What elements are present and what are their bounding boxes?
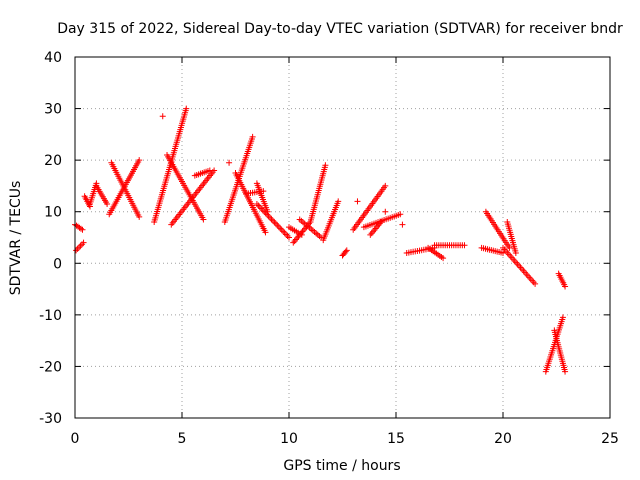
data-point [183,105,190,112]
data-point [275,223,282,230]
data-point [265,213,272,220]
data-point [268,216,275,223]
data-point [440,255,447,262]
data-point [77,225,84,232]
y-tick-label: -20 [39,359,62,375]
x-axis-label: GPS time / hours [283,458,400,474]
grid-lines [75,57,610,418]
data-point [343,247,350,254]
data-point [79,226,86,233]
data-point [269,217,276,224]
data-point [322,162,329,169]
data-point [79,241,86,248]
data-point [283,231,290,238]
data-point [397,211,404,218]
y-tick-label: 40 [44,50,62,66]
x-tick-labels: 0 5 10 15 20 25 [71,431,619,447]
data-point [76,244,83,251]
y-tick-label: 10 [44,205,62,221]
x-tick-label: 15 [387,431,405,447]
x-tick-label: 0 [71,431,80,447]
data-point [562,283,569,290]
data-point [335,198,342,205]
y-tick-label: -30 [39,411,62,427]
y-tick-label: 0 [53,256,62,272]
plot-frame [74,56,611,419]
y-tick-label: -10 [39,308,62,324]
data-point [281,229,288,236]
y-tick-labels: -30 -20 -10 0 10 20 30 40 [39,50,62,427]
y-tick-label: 20 [44,153,62,169]
data-point [226,159,233,166]
data-point [378,219,385,226]
data-point [532,280,539,287]
data-point [354,198,361,205]
data-point [278,226,285,233]
data-point [399,221,406,228]
x-tick-label: 10 [280,431,298,447]
x-tick-label: 20 [494,431,512,447]
data-point [255,202,262,209]
data-point [382,208,389,215]
data-point [292,236,299,243]
data-point [136,213,143,220]
data-point [277,225,284,232]
data-point [249,133,256,140]
data-point [256,204,263,211]
data-point [290,239,297,246]
data-point [253,200,260,207]
data-point [104,200,111,207]
data-point [80,239,87,246]
data-point [294,234,301,241]
data-point [206,167,213,174]
data-point [136,157,143,164]
data-point [291,238,298,245]
x-tick-label: 25 [601,431,619,447]
y-axis-label: SDTVAR / TECUs [8,181,24,296]
data-points [72,105,569,375]
y-tick-label: 30 [44,102,62,118]
x-tick-label: 5 [178,431,187,447]
data-point [274,222,281,229]
data-point [271,219,278,226]
data-point [512,249,519,256]
data-point [264,211,271,218]
data-point [461,242,468,249]
data-point [286,234,292,241]
data-point [382,182,389,189]
data-point [342,248,349,255]
data-point [506,244,513,251]
data-point [258,205,265,212]
data-point [77,242,84,249]
data-point [159,113,166,120]
data-point [562,368,569,375]
data-point [73,247,80,254]
data-point [284,232,291,239]
data-point [262,229,269,236]
data-point [267,214,274,221]
data-point [200,216,207,223]
chart-title: Day 315 of 2022, Sidereal Day-to-day VTE… [57,21,623,37]
data-point [559,314,566,321]
data-point [272,220,279,227]
data-point [280,228,287,235]
axis-ticks [74,56,611,419]
